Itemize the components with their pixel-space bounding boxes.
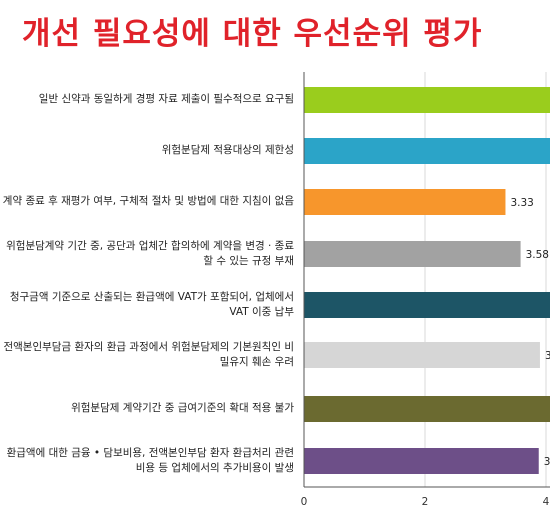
bar-5 <box>304 342 540 368</box>
category-label-2: 계약 종료 후 재평가 여부, 구체적 절차 및 방법에 대한 지침이 없음 <box>2 195 294 208</box>
category-label-3: 위험분담계약 기간 중, 공단과 업체간 합의하에 계약을 변경 · 종료할 수… <box>6 239 294 267</box>
category-label-text-1: 위험분담제 적용대상의 제한성 <box>161 144 294 157</box>
category-label-text-5: 전액본인부담금 환자의 환급 과정에서 위험분담제의 기본원칙인 비밀유지 훼손… <box>3 340 294 368</box>
bar-7 <box>304 448 539 474</box>
bar-0 <box>304 87 550 113</box>
category-label-text-2: 계약 종료 후 재평가 여부, 구체적 절차 및 방법에 대한 지침이 없음 <box>2 195 294 208</box>
bar-3 <box>304 241 521 267</box>
chart-title: 개선 필요성에 대한 우선순위 평가 <box>22 16 483 52</box>
category-label-7: 환급액에 대한 금융 • 담보비용, 전액본인부담 환자 환급처리 관련 비용 … <box>6 446 294 474</box>
category-label-text-4: 청구금액 기준으로 산출되는 환급액에 VAT가 포함되어, 업체에서 VAT … <box>9 290 294 318</box>
x-tick-label-2: 4 <box>543 496 550 508</box>
bar-4 <box>304 292 550 318</box>
x-axis: 02468 <box>301 72 550 508</box>
x-tick-label-0: 0 <box>301 496 308 508</box>
category-label-1: 위험분담제 적용대상의 제한성 <box>161 144 294 157</box>
bar-1 <box>304 138 550 164</box>
category-label-6: 위험분담제 계약기간 중 급여기준의 확대 적용 불가 <box>71 402 294 415</box>
category-label-0: 일반 신약과 동일하게 경평 자료 제출이 필수적으로 요구됨 <box>38 93 294 106</box>
category-label-text-0: 일반 신약과 동일하게 경평 자료 제출이 필수적으로 요구됨 <box>38 93 294 106</box>
category-label-4: 청구금액 기준으로 산출되는 환급액에 VAT가 포함되어, 업체에서 VAT … <box>9 290 294 318</box>
bar-value-label-3: 3.58 <box>526 249 549 261</box>
bar-value-label-2: 3.33 <box>510 197 533 209</box>
bar-value-label-7: 3.88 <box>544 456 550 468</box>
category-label-text-7: 환급액에 대한 금융 • 담보비용, 전액본인부담 환자 환급처리 관련 비용 … <box>6 446 294 474</box>
value-labels: 6.155.023.333.584.153.96.13.88 <box>510 197 550 468</box>
category-label-text-6: 위험분담제 계약기간 중 급여기준의 확대 적용 불가 <box>71 402 294 415</box>
category-label-text-3: 위험분담계약 기간 중, 공단과 업체간 합의하에 계약을 변경 · 종료할 수… <box>6 239 294 267</box>
bar-2 <box>304 189 506 215</box>
bars <box>304 87 550 474</box>
gridlines <box>424 72 547 487</box>
category-label-5: 전액본인부담금 환자의 환급 과정에서 위험분담제의 기본원칙인 비밀유지 훼손… <box>3 340 294 368</box>
x-tick-label-1: 2 <box>422 496 429 508</box>
bar-value-label-5: 3.9 <box>545 350 550 362</box>
bar-6 <box>304 396 550 422</box>
